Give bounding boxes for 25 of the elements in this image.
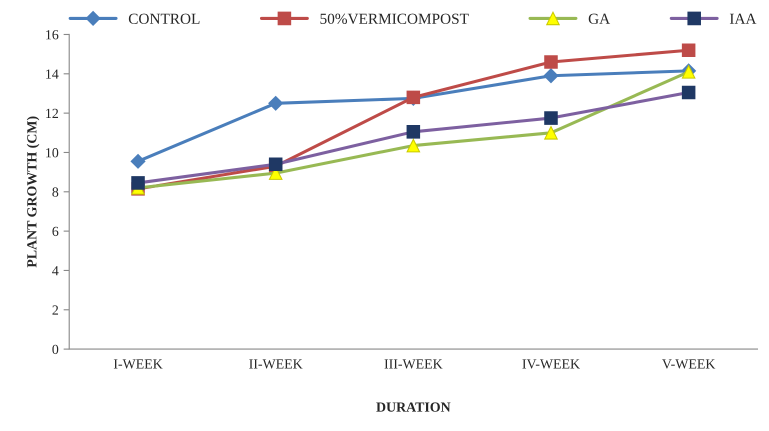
point [544,55,558,69]
point [268,96,284,111]
x-tick-label: II-WEEK [249,359,303,369]
legend-label: CONTROL [128,14,200,24]
point [544,68,558,84]
y-tick-label: 0 [52,344,58,354]
x-tick-label: V-WEEK [662,359,716,369]
x-tick-label: I-WEEK [114,359,163,369]
y-tick-label: 14 [46,69,59,79]
legend-label: 50%VERMICOMPOST [320,14,469,24]
legend-label: GA [588,14,610,24]
y-tick-label: 16 [46,30,58,40]
y-tick-label: 10 [46,148,58,158]
legend-label: IAA [730,14,756,24]
y-tick-label: 6 [52,226,58,236]
point [682,43,696,57]
point [130,154,146,169]
y-axis-title: PLANT GROWTH (CM) [26,116,40,268]
y-tick-label: 2 [52,305,58,315]
y-tick-label: 4 [52,266,59,276]
y-tick-label: 8 [52,187,58,197]
y-tick-label: 12 [46,108,58,118]
x-tick-label: III-WEEK [384,359,442,369]
x-tick-label: IV-WEEK [522,359,580,369]
x-axis-title: DURATION [376,402,450,412]
